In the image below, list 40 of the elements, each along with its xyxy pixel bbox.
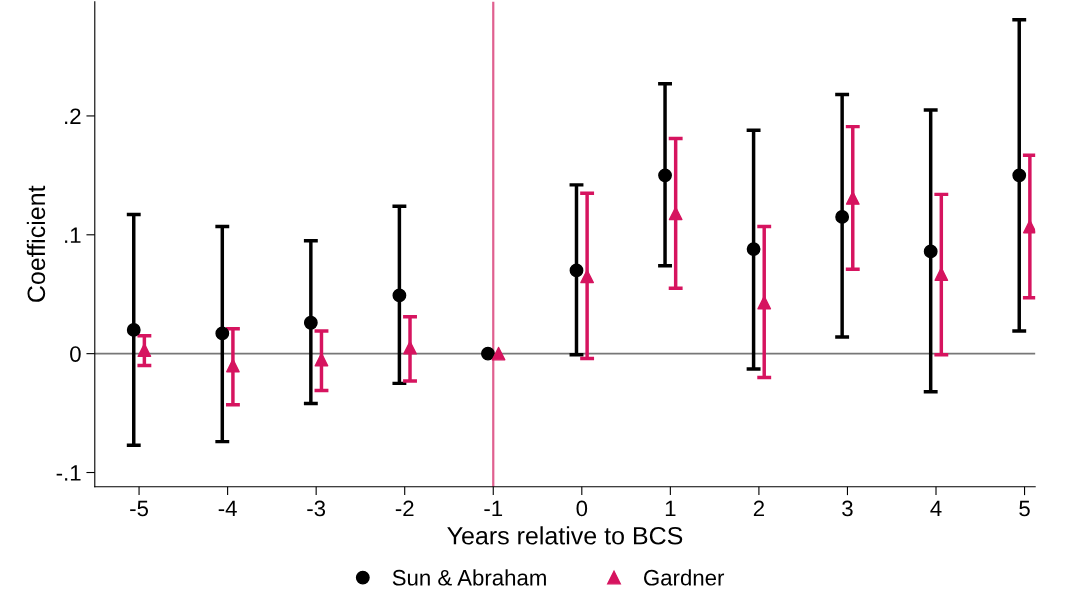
y-tick-label: -.1 <box>56 465 81 481</box>
point <box>303 315 318 330</box>
y-tick-label: .1 <box>65 227 81 243</box>
x-tick-label: 1 <box>665 500 676 517</box>
x-axis-title: Years relative to BCS <box>447 526 683 545</box>
x-tick-label: -5 <box>130 500 149 517</box>
point <box>835 210 850 224</box>
legend-label: Sun & Abraham <box>392 569 546 586</box>
point <box>1022 219 1036 234</box>
point <box>491 346 506 361</box>
point <box>923 244 938 259</box>
point <box>658 168 672 183</box>
point <box>137 343 152 357</box>
x-tick-label: -1 <box>484 500 503 517</box>
point <box>569 263 584 278</box>
point <box>226 358 240 373</box>
x-tick-label: -2 <box>395 500 414 517</box>
x-tick-label: 0 <box>576 500 588 517</box>
point <box>668 206 683 221</box>
point <box>126 322 141 337</box>
y-axis-title: Coefficient <box>26 185 46 302</box>
point <box>403 340 417 355</box>
x-tick-label: 4 <box>930 500 942 517</box>
x-tick-label: 5 <box>1019 500 1030 517</box>
point <box>845 191 860 205</box>
point <box>392 288 407 303</box>
point <box>746 242 761 256</box>
point <box>757 295 772 310</box>
x-tick-label: -4 <box>218 500 237 517</box>
x-tick-label: 2 <box>753 500 764 517</box>
point <box>580 269 595 284</box>
point <box>215 326 230 341</box>
y-tick-label: 0 <box>70 346 81 362</box>
x-tick-label: 3 <box>842 500 853 517</box>
point <box>934 267 949 281</box>
y-tick-label: .2 <box>65 108 81 124</box>
point <box>1012 168 1027 183</box>
legend-label: Gardner <box>644 569 725 586</box>
point <box>481 346 495 361</box>
x-tick-label: -3 <box>307 500 326 517</box>
